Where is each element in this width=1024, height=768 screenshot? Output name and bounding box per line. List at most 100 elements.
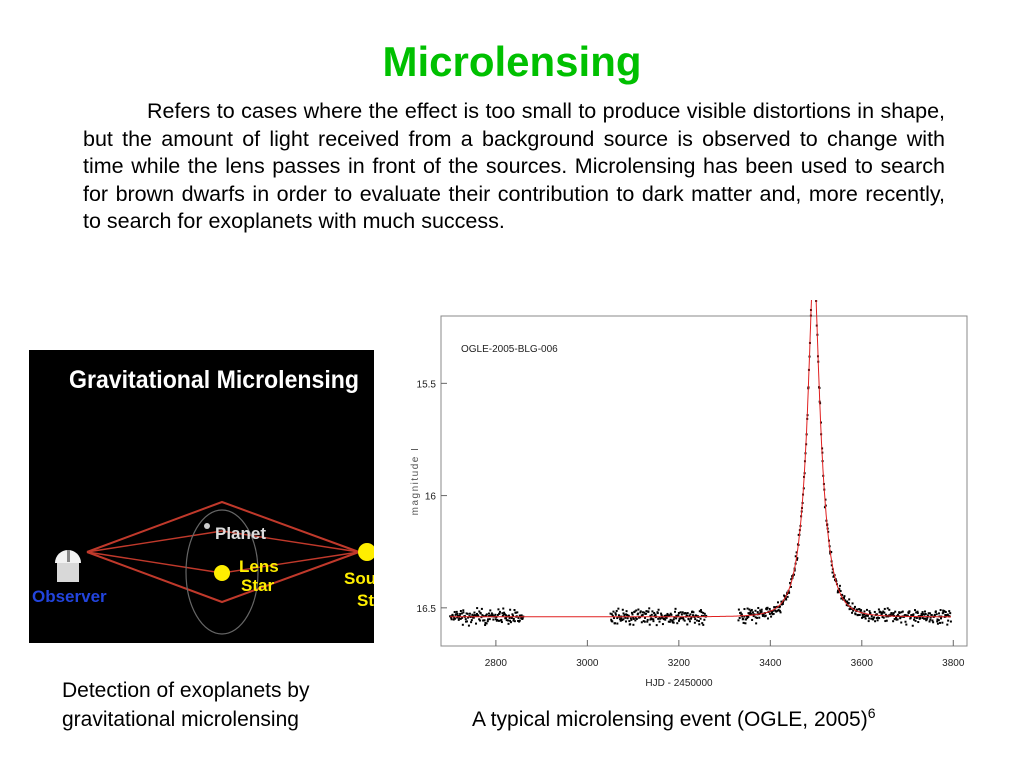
data-point — [740, 613, 743, 616]
data-point — [756, 616, 759, 619]
data-point — [622, 618, 625, 621]
data-point — [518, 619, 521, 622]
data-point — [633, 610, 636, 613]
data-point — [500, 618, 503, 621]
data-point — [846, 600, 849, 603]
data-point — [455, 610, 458, 613]
data-point — [631, 613, 634, 616]
data-point — [845, 604, 848, 607]
data-point — [894, 610, 897, 613]
data-point — [757, 606, 760, 609]
data-point — [759, 609, 762, 612]
data-point — [693, 621, 696, 624]
slide-title: Microlensing — [382, 38, 642, 85]
data-point — [673, 616, 676, 619]
data-point — [919, 614, 922, 617]
data-point — [898, 612, 901, 615]
data-point — [462, 611, 465, 614]
data-point — [660, 616, 663, 619]
data-point — [885, 619, 888, 622]
data-point — [857, 613, 860, 616]
data-point — [882, 616, 885, 619]
data-point — [507, 619, 510, 622]
data-point — [692, 614, 695, 617]
data-point — [676, 622, 679, 625]
data-point — [868, 610, 871, 613]
data-point — [944, 610, 947, 613]
data-point — [484, 614, 487, 617]
data-point — [764, 614, 767, 617]
x-tick-label: 3800 — [942, 658, 965, 669]
data-point — [851, 611, 854, 614]
data-point — [853, 607, 856, 610]
data-point — [863, 615, 866, 618]
data-point — [489, 609, 492, 612]
data-point — [632, 617, 635, 620]
light-curve-chart: 2800 3000 3200 3400 3600 3800 15.5 16 16.5 HJD - … — [405, 259, 1005, 690]
data-point — [491, 613, 494, 616]
data-point — [622, 612, 625, 615]
data-point — [643, 620, 646, 623]
data-point — [793, 573, 796, 576]
data-point — [664, 618, 667, 621]
data-point — [637, 612, 640, 615]
data-point — [659, 617, 662, 620]
data-point — [906, 614, 909, 617]
ray-lower — [86, 551, 360, 604]
data-point — [621, 608, 624, 611]
data-point — [702, 611, 705, 614]
footnote-ref: 6 — [867, 705, 876, 721]
data-point — [621, 619, 624, 622]
data-point — [881, 611, 884, 614]
data-point — [796, 558, 799, 561]
data-point — [858, 608, 861, 611]
data-point — [946, 623, 949, 626]
data-point — [937, 619, 940, 622]
data-point — [949, 620, 952, 623]
data-point — [611, 614, 614, 617]
data-point — [913, 616, 916, 619]
data-point — [883, 611, 886, 614]
data-point — [452, 618, 455, 621]
data-point — [916, 610, 919, 613]
data-point — [613, 617, 616, 620]
data-point — [688, 614, 691, 617]
data-point — [481, 614, 484, 617]
data-point — [917, 621, 920, 624]
data-point — [883, 607, 886, 610]
data-point — [663, 614, 666, 617]
data-point — [796, 557, 799, 560]
data-point — [473, 611, 476, 614]
data-point — [614, 622, 617, 625]
data-point — [620, 617, 623, 620]
y-tick-label: 16 — [425, 492, 437, 503]
data-point — [920, 614, 923, 617]
body-paragraph: Refers to cases where the effect is too … — [83, 99, 945, 233]
data-point — [467, 616, 470, 619]
data-point — [517, 619, 520, 622]
data-point — [924, 617, 927, 620]
data-point — [940, 617, 943, 620]
data-point — [453, 617, 456, 620]
data-point — [888, 608, 891, 611]
data-point — [932, 621, 935, 624]
data-point — [914, 609, 917, 612]
data-point — [688, 620, 691, 623]
data-point — [768, 607, 771, 610]
data-point — [463, 615, 466, 618]
data-point — [909, 616, 912, 619]
data-point — [831, 571, 834, 574]
data-point — [886, 607, 889, 610]
data-point — [476, 607, 479, 610]
data-point — [875, 613, 878, 616]
data-point — [778, 609, 781, 612]
data-point — [674, 610, 677, 613]
data-point — [502, 613, 505, 616]
data-point — [699, 617, 702, 620]
data-point — [896, 618, 899, 621]
x-tick-label: 3400 — [759, 658, 782, 669]
data-point — [884, 613, 887, 616]
data-point — [625, 610, 628, 613]
data-point — [947, 619, 950, 622]
data-point — [941, 621, 944, 624]
